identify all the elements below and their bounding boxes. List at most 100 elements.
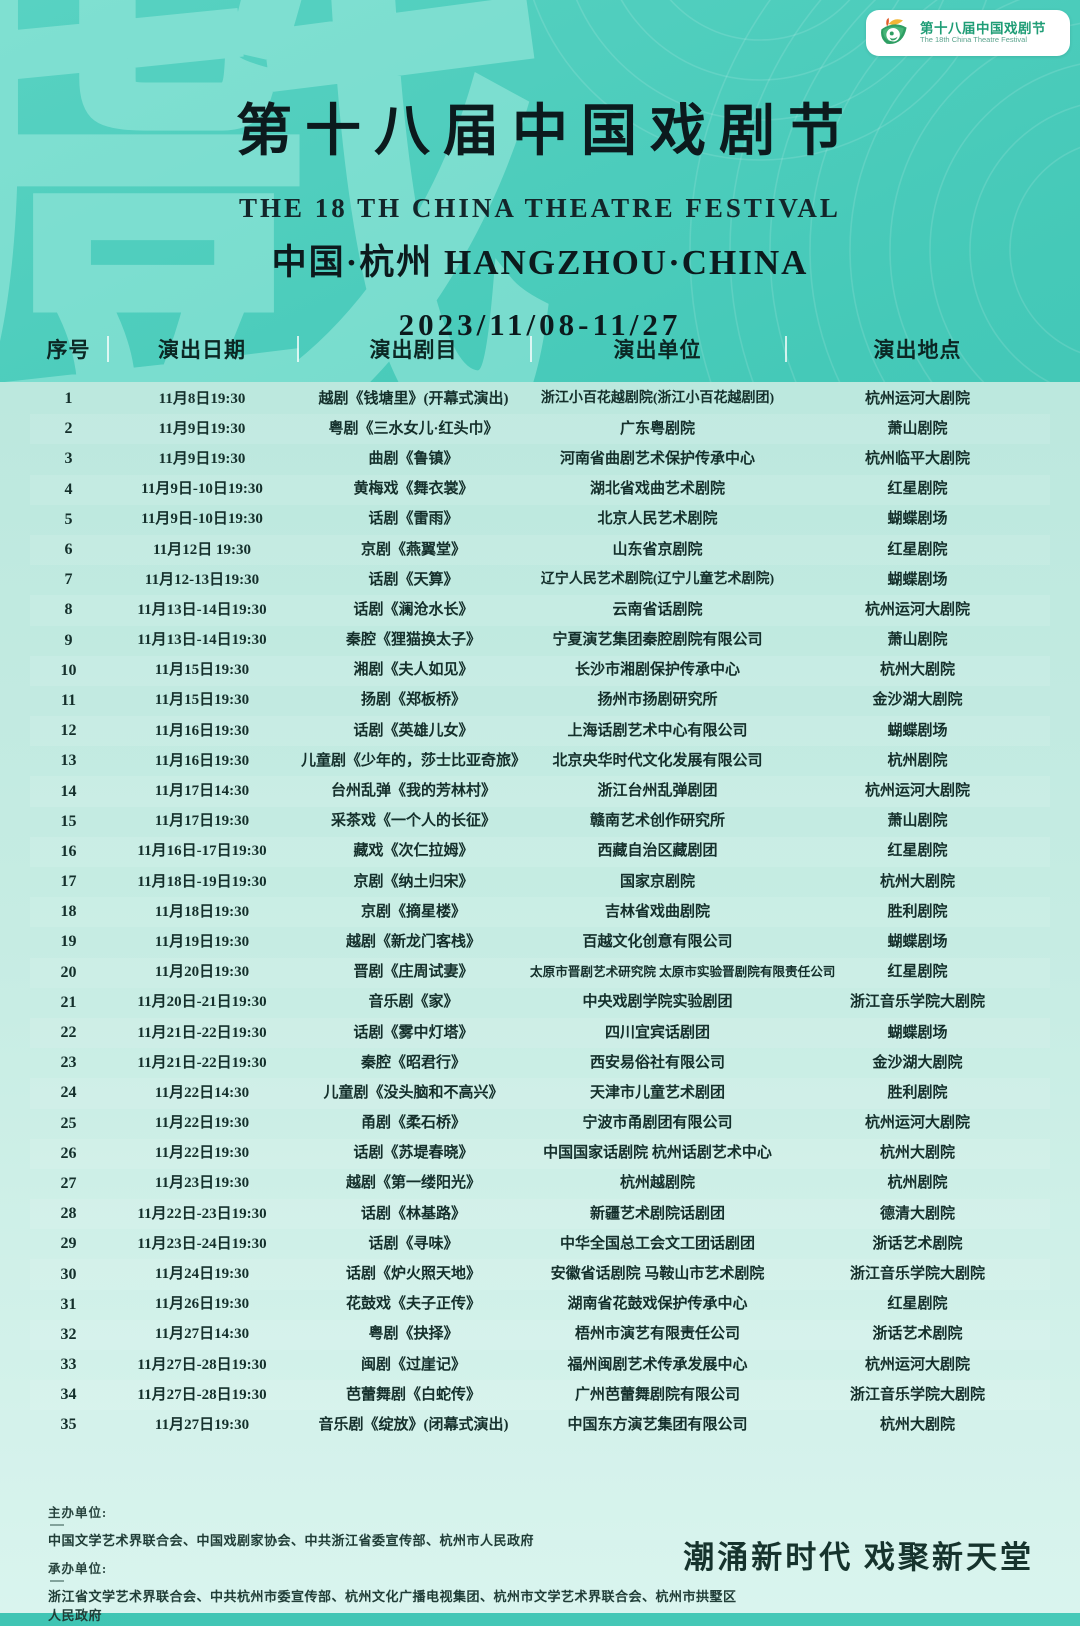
table-row: 26 11月22日19:30 话剧《苏堤春晓》 中国国家话剧院 杭州话剧艺术中心 杭州大… (30, 1138, 1050, 1169)
table-row: 21 11月20日-21日19:30 音乐剧《家》 中央戏剧学院实验剧团 浙江音乐学院大… (30, 988, 1050, 1018)
row-no: 17 (60, 873, 77, 891)
divider (50, 1580, 64, 1582)
performance-title: 话剧《澜沧水长》 (353, 601, 474, 618)
column-header-date: 演出日期 (107, 334, 297, 364)
schedule-table-header: 序号 演出日期 演出剧目 演出单位 演出地点 (30, 318, 1050, 380)
row-no: 23 (60, 1054, 77, 1072)
performance-venue: 金沙湖大剧院 (872, 1054, 963, 1071)
table-row: 25 11月22日19:30 甬剧《柔石桥》 宁波市甬剧团有限公司 杭州运河大剧院 (30, 1109, 1050, 1139)
performance-date: 11月13日-14日19:30 (137, 601, 267, 618)
row-no: 1 (64, 390, 73, 408)
performance-venue: 浙江音乐学院大剧院 (849, 1386, 985, 1403)
table-row: 24 11月22日14:30 儿童剧《没头脑和不高兴》 天津市儿童艺术剧团 胜利剧院 (30, 1078, 1050, 1109)
performance-title: 台州乱弹《我的芳林村》 (330, 783, 496, 800)
host-organizations: 中国文学艺术界联合会、中国戏剧家协会、中共浙江省委宣传部、杭州市人民政府 (48, 1533, 535, 1548)
performance-venue: 德清大剧院 (879, 1205, 955, 1222)
column-header-no: 序号 (46, 338, 91, 362)
performance-title: 湘剧《夫人如见》 (353, 662, 474, 679)
performance-date: 11月8日19:30 (158, 390, 246, 407)
performance-date: 11月9日-10日19:30 (141, 481, 263, 498)
performance-date: 11月27日-28日19:30 (137, 1356, 267, 1373)
performance-venue: 胜利剧院 (887, 1084, 948, 1101)
row-no: 9 (64, 631, 73, 649)
performance-title: 京剧《摘星楼》 (360, 903, 466, 920)
performance-title: 话剧《苏堤春晓》 (353, 1145, 474, 1162)
table-row: 8 11月13日-14日19:30 话剧《澜沧水长》 云南省话剧院 杭州运河大剧院 (30, 595, 1050, 626)
performance-venue: 萧山剧院 (887, 420, 948, 437)
row-no: 18 (60, 903, 77, 921)
performance-company: 西安易俗社有限公司 (589, 1054, 725, 1071)
performance-venue: 蝴蝶剧场 (887, 511, 948, 528)
row-no: 25 (60, 1114, 77, 1132)
performance-company: 西藏自治区藏剧团 (597, 843, 718, 860)
performance-date: 11月16日19:30 (154, 722, 250, 739)
performance-venue: 杭州临平大剧院 (864, 450, 970, 467)
performance-company: 扬州市扬剧研究所 (597, 692, 718, 709)
performance-date: 11月15日19:30 (154, 662, 250, 679)
performance-company: 浙江小百花越剧院(浙江小百花越剧团) (540, 391, 775, 407)
performance-venue: 杭州运河大剧院 (864, 601, 970, 618)
performance-date: 11月20日19:30 (154, 964, 250, 981)
table-row: 32 11月27日14:30 粤剧《抉择》 梧州市演艺有限责任公司 浙话艺术剧院 (30, 1319, 1050, 1350)
performance-company: 宁波市甬剧团有限公司 (582, 1115, 733, 1132)
performance-company: 吉林省戏曲剧院 (604, 903, 710, 920)
table-row: 13 11月16日19:30 儿童剧《少年的，莎士比亚奇旅》 北京央华时代文化发展有限… (30, 746, 1050, 776)
performance-company: 中央戏剧学院实验剧团 (582, 994, 733, 1011)
performance-date: 11月26日19:30 (154, 1296, 250, 1313)
performance-date: 11月9日19:30 (158, 450, 246, 467)
table-row: 19 11月19日19:30 越剧《新龙门客栈》 百越文化创意有限公司 蝴蝶剧场 (30, 927, 1050, 957)
performance-venue: 浙话艺术剧院 (872, 1326, 963, 1343)
performance-date: 11月23日19:30 (154, 1175, 250, 1192)
performance-venue: 蝴蝶剧场 (887, 571, 948, 588)
performance-company: 新疆艺术剧院话剧团 (589, 1205, 725, 1222)
festival-slogan: 潮涌新时代 戏聚新天堂 (683, 1540, 1034, 1575)
performance-venue: 杭州运河大剧院 (864, 1115, 970, 1132)
row-no: 31 (60, 1295, 77, 1313)
row-no: 26 (60, 1144, 77, 1162)
performance-title: 越剧《新龙门客栈》 (345, 933, 481, 950)
schedule-panel-background (0, 382, 1080, 1613)
performance-date: 11月12日 19:30 (153, 541, 251, 558)
performance-company: 湖北省戏曲艺术剧院 (589, 481, 725, 498)
performance-title: 越剧《第一缕阳光》 (345, 1175, 481, 1192)
performance-title: 扬剧《郑板桥》 (360, 692, 466, 709)
row-no: 29 (60, 1235, 77, 1253)
performance-date: 11月22日-23日19:30 (137, 1205, 267, 1222)
row-no: 2 (64, 420, 73, 438)
table-row: 7 11月12-13日19:30 话剧《天算》 辽宁人民艺术剧院(辽宁儿童艺术剧院) 蝴… (30, 565, 1050, 595)
title-block: 第十八届中国戏剧节 THE 18 TH CHINA THEATRE FESTIV… (0, 86, 1080, 343)
performance-venue: 杭州大剧院 (879, 662, 955, 679)
table-row: 33 11月27日-28日19:30 闽剧《过崖记》 福州闽剧艺术传承发展中心 杭州运河… (30, 1350, 1050, 1380)
performance-title: 越剧《钱塘里》(开幕式演出) (318, 390, 509, 407)
table-row: 15 11月17日19:30 采茶戏《一个人的长征》 赣南艺术创作研究所 萧山剧院 (30, 807, 1050, 837)
performance-venue: 萧山剧院 (887, 813, 948, 830)
row-no: 16 (60, 842, 77, 860)
row-no: 30 (60, 1265, 77, 1283)
festival-leaf-logo-icon (881, 17, 907, 44)
performance-date: 11月18日19:30 (154, 903, 250, 920)
performance-venue: 浙江音乐学院大剧院 (849, 994, 985, 1011)
table-row: 4 11月9日-10日19:30 黄梅戏《舞衣裳》 湖北省戏曲艺术剧院 红星剧院 (30, 474, 1050, 505)
performance-title: 闽剧《过崖记》 (360, 1356, 466, 1373)
performance-date: 11月27日14:30 (154, 1326, 250, 1343)
row-no: 22 (60, 1024, 77, 1042)
organizer-organizations: 浙江省文学艺术界联合会、中共杭州市委宣传部、杭州文化广播电视集团、杭州市文学艺术… (48, 1589, 737, 1623)
performance-venue: 杭州运河大剧院 (864, 783, 970, 800)
table-row: 28 11月22日-23日19:30 话剧《林基路》 新疆艺术剧院话剧团 德清大剧院 (30, 1199, 1050, 1230)
performance-date: 11月21日-22日19:30 (137, 1024, 267, 1041)
performance-company: 杭州越剧院 (619, 1175, 695, 1192)
table-body: 1 11月8日19:30 越剧《钱塘里》(开幕式演出) 浙江小百花越剧院(浙江小百花越… (30, 384, 1050, 1441)
row-no: 27 (60, 1174, 77, 1192)
row-no: 3 (64, 450, 73, 468)
performance-company: 辽宁人民艺术剧院(辽宁儿童艺术剧院) (540, 572, 775, 588)
performance-company: 百越文化创意有限公司 (582, 933, 733, 950)
table-row: 35 11月27日19:30 音乐剧《绽放》(闭幕式演出) 中国东方演艺集团有限公司 杭… (30, 1410, 1050, 1440)
performance-date: 11月17日19:30 (154, 813, 250, 830)
row-no: 33 (60, 1356, 77, 1374)
festival-location: 中国·杭州 HANGZHOU·CHINA (271, 243, 809, 282)
table-row: 23 11月21日-22日19:30 秦腔《昭君行》 西安易俗社有限公司 金沙湖大剧院 (30, 1048, 1050, 1078)
performance-date: 11月16日19:30 (154, 752, 250, 769)
performance-date: 11月22日19:30 (154, 1145, 250, 1162)
performance-company: 广东粤剧院 (619, 420, 695, 437)
